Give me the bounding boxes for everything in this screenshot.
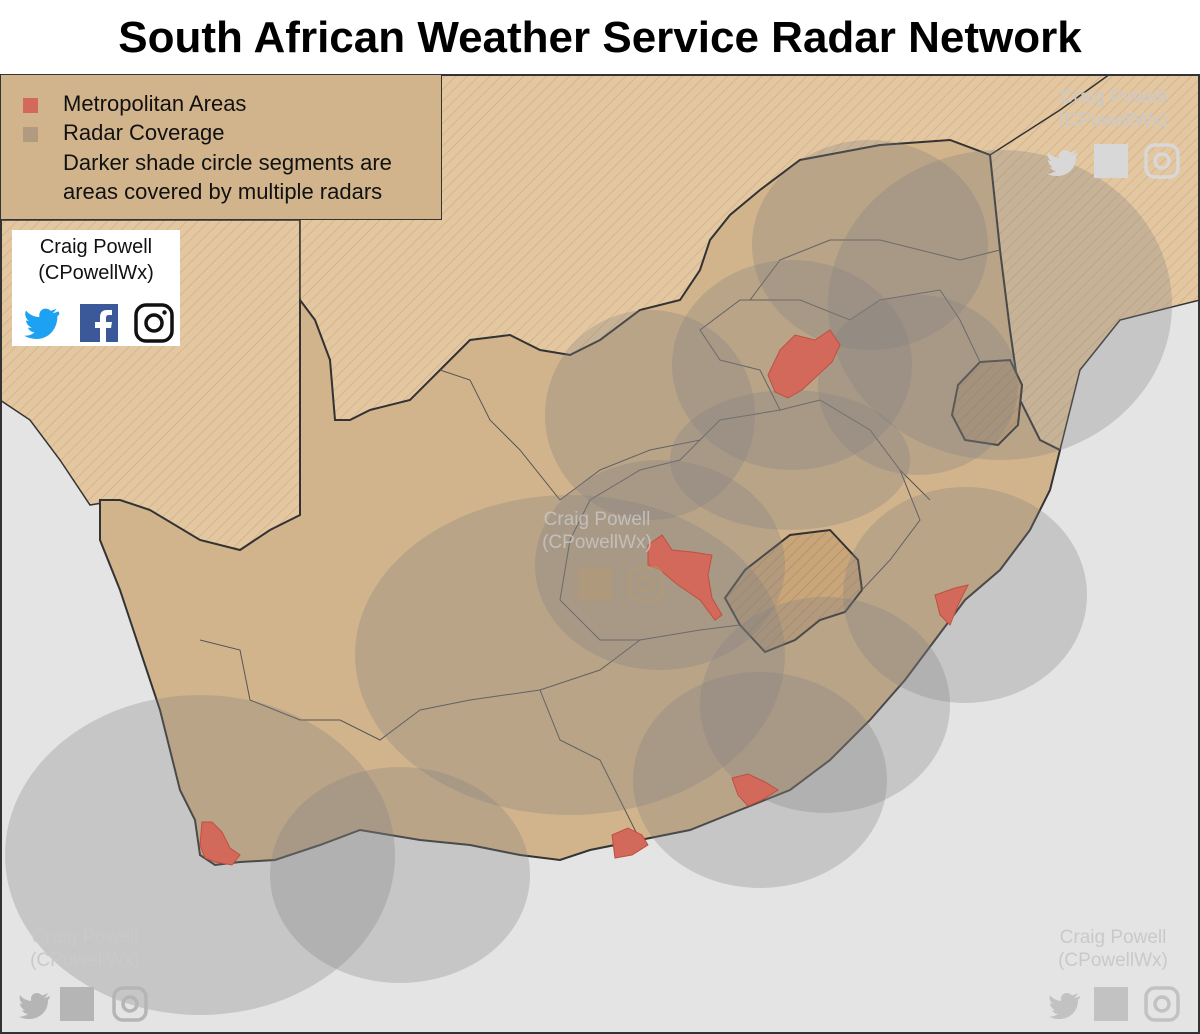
metro-cape-town bbox=[199, 821, 241, 866]
facebook-icon bbox=[1094, 987, 1128, 1021]
watermark-handle: (CPowellWx) bbox=[542, 532, 652, 553]
watermark-name: Craig Powell bbox=[31, 927, 139, 948]
radar-kimberley-west bbox=[545, 310, 755, 520]
watermark-icons-bottom-right bbox=[1049, 986, 1180, 1022]
twitter-icon bbox=[19, 993, 50, 1019]
radar-polokwane bbox=[752, 140, 988, 350]
watermark-handle: (CPowellWx) bbox=[1058, 110, 1168, 131]
metro-gauteng bbox=[767, 329, 841, 399]
metro-bloemfontein bbox=[647, 534, 723, 621]
legend-label-metro: Metropolitan Areas bbox=[63, 91, 247, 116]
facebook-icon[interactable] bbox=[80, 304, 118, 342]
instagram-icon[interactable] bbox=[134, 303, 174, 343]
facebook-icon bbox=[1094, 144, 1128, 178]
watermark-handle: (CPowellWx) bbox=[30, 950, 140, 971]
radar-ermelo bbox=[818, 295, 1018, 475]
radar-durban bbox=[843, 487, 1087, 703]
metro-port-elizabeth bbox=[611, 827, 649, 859]
watermark-center: Craig Powell (CPowellWx) bbox=[512, 508, 682, 554]
radar-george bbox=[270, 767, 530, 983]
watermark-name: Craig Powell bbox=[1059, 87, 1167, 108]
author-credit: Craig Powell (CPowellWx) bbox=[12, 230, 180, 346]
metro-east-london bbox=[731, 773, 779, 807]
watermark-icons-bottom-left bbox=[19, 986, 148, 1022]
facebook-icon bbox=[578, 567, 612, 601]
watermark-bottom-right: Craig Powell (CPowellWx) bbox=[1028, 926, 1198, 972]
credit-name: Craig Powell bbox=[39, 236, 153, 258]
provincial-borders bbox=[199, 239, 1001, 841]
radar-skukuza bbox=[828, 150, 1172, 460]
watermark-name: Craig Powell bbox=[1059, 927, 1167, 948]
legend-note-line1: Darker shade circle segments are bbox=[63, 150, 392, 175]
instagram-icon bbox=[628, 566, 664, 602]
metropolitan-areas bbox=[199, 329, 969, 866]
instagram-icon bbox=[1144, 986, 1180, 1022]
metro-swatch bbox=[23, 98, 38, 113]
radar-network-map bbox=[0, 74, 1200, 1034]
instagram-icon bbox=[112, 986, 148, 1022]
legend: Metropolitan Areas Radar Coverage Darker… bbox=[0, 74, 442, 220]
twitter-icon[interactable] bbox=[24, 308, 60, 339]
watermark-top-right: Craig Powell (CPowellWx) bbox=[1028, 86, 1198, 132]
coverage-swatch bbox=[23, 127, 38, 142]
radar-cape-town bbox=[5, 695, 395, 1015]
watermark-bottom-left: Craig Powell (CPowellWx) bbox=[0, 926, 170, 972]
radar-bethlehem bbox=[670, 390, 910, 530]
legend-note-line2: areas covered by multiple radars bbox=[63, 179, 383, 204]
legend-label-coverage: Radar Coverage bbox=[63, 120, 225, 145]
twitter-icon bbox=[1047, 150, 1078, 176]
watermark-icons-center bbox=[578, 566, 664, 602]
credit-handle: (CPowellWx) bbox=[38, 262, 154, 284]
facebook-icon bbox=[60, 987, 94, 1021]
watermark-icons-top-right bbox=[1047, 143, 1180, 179]
instagram-icon bbox=[1144, 143, 1180, 179]
map-title: South African Weather Service Radar Netw… bbox=[118, 13, 1082, 62]
radar-east-london bbox=[700, 597, 950, 813]
watermark-name: Craig Powell bbox=[543, 509, 651, 530]
watermark-handle: (CPowellWx) bbox=[1058, 950, 1168, 971]
twitter-icon bbox=[1049, 993, 1080, 1019]
radar-coverage bbox=[5, 140, 1172, 1015]
metro-durban bbox=[934, 584, 969, 626]
social-icons bbox=[24, 303, 174, 343]
south-africa bbox=[99, 138, 1062, 867]
